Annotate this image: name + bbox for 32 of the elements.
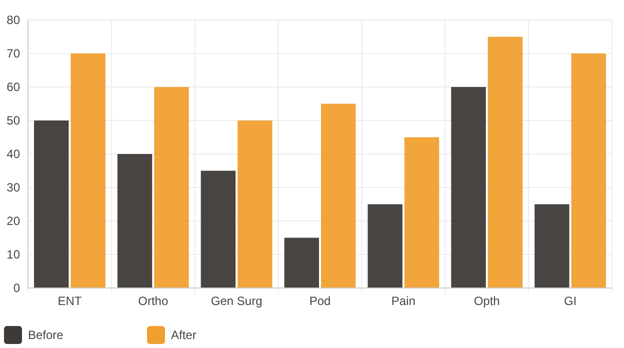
y-tick-label: 10 [6,248,20,262]
bar [451,87,486,288]
y-tick-label: 50 [6,114,20,128]
bar [200,170,236,288]
x-tick-label: Ortho [138,294,168,308]
bar [154,87,189,288]
bar [368,204,402,288]
bar [404,137,440,288]
y-tick-label: 70 [6,46,20,61]
y-tick-label: 60 [6,80,20,94]
x-tick-label: GI [564,294,577,308]
bar [238,120,272,288]
y-tick-label: 20 [6,214,20,228]
legend-label: Before [28,328,64,342]
x-tick-label: Opth [474,294,500,308]
legend-label: After [171,328,196,342]
bar [117,154,152,288]
y-tick-label: 40 [6,147,20,162]
bar [321,104,356,288]
bar [34,120,69,288]
bar [488,36,523,288]
x-tick-label: Gen Surg [210,294,262,308]
x-tick-label: Pod [309,294,331,308]
bar [534,204,570,288]
bar [571,54,606,288]
y-tick-label: 30 [6,180,20,195]
y-tick-label: 80 [6,13,20,28]
x-tick-label: Pain [391,294,416,308]
y-tick-label: 0 [13,281,20,296]
x-tick-label: ENT [58,294,82,308]
bar [70,54,106,288]
bar [284,238,319,288]
